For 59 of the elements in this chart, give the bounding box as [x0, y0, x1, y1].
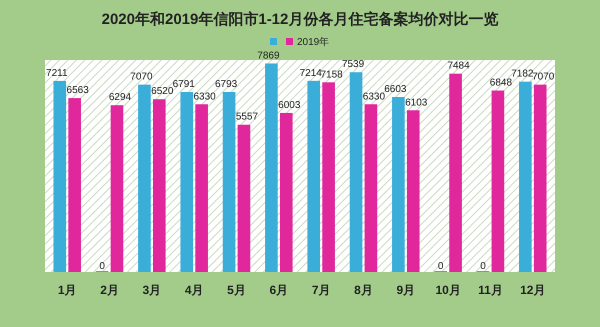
bar: [152, 99, 166, 272]
data-label: 7484: [447, 60, 470, 72]
bar: [406, 110, 420, 272]
bar: [350, 72, 362, 272]
data-label: 0: [480, 261, 486, 272]
bar: [322, 82, 335, 272]
x-tick-label: 2月: [100, 283, 119, 297]
bar: [195, 104, 208, 272]
data-label: 0: [438, 261, 444, 272]
bar: [280, 112, 293, 272]
bar: [68, 98, 81, 272]
x-tick-label: 10月: [435, 283, 461, 297]
data-label: 6848: [490, 78, 512, 89]
data-label: 7182: [511, 68, 534, 80]
data-label: 6003: [278, 100, 301, 111]
data-label: 5557: [236, 112, 259, 123]
data-label: 6294: [108, 92, 132, 104]
data-label: 6103: [405, 97, 428, 108]
x-tick-label: 6月: [269, 283, 288, 297]
x-tick-label: 4月: [184, 283, 204, 297]
data-label: 7869: [257, 50, 280, 62]
data-label: 6330: [194, 91, 216, 102]
x-tick-label: 9月: [396, 283, 416, 297]
data-label: 7214: [300, 68, 322, 79]
data-label: 6603: [384, 84, 407, 96]
x-tick-label: 7月: [312, 283, 331, 297]
legend-label: 2019年: [297, 36, 330, 48]
bar: [265, 63, 278, 272]
x-tick-label: 8月: [354, 283, 373, 297]
data-label: 6793: [214, 78, 238, 90]
data-label: 6791: [172, 79, 196, 90]
data-label: 7070: [130, 72, 153, 83]
bar: [307, 80, 320, 272]
x-tick-label: 11月: [478, 283, 503, 297]
bar: [110, 105, 124, 272]
bar: [222, 92, 236, 272]
bar: [138, 84, 151, 272]
bar: [519, 82, 532, 272]
x-tick-label: 12月: [520, 283, 546, 297]
bar: [392, 97, 405, 272]
x-tick-label: 3月: [142, 283, 162, 297]
bar: [180, 92, 194, 272]
bar: [364, 104, 378, 272]
bar: [534, 84, 547, 272]
data-label: 7211: [46, 68, 68, 79]
bar: [238, 124, 250, 272]
bar: [492, 90, 504, 272]
data-label: 6330: [362, 91, 386, 102]
data-label: 0: [99, 261, 106, 272]
data-label: 6563: [66, 85, 90, 96]
chart-title: 2020年和2019年信阳市1-12月份各月住宅备案均价对比一览: [102, 10, 498, 28]
x-tick-label: 5月: [227, 283, 246, 297]
bar: [53, 80, 66, 272]
bar: [449, 74, 462, 272]
data-label: 6520: [151, 86, 174, 98]
data-label: 7070: [532, 72, 555, 83]
data-label: 7158: [320, 69, 344, 80]
data-label: 7539: [342, 59, 365, 70]
x-tick-label: 1月: [58, 283, 77, 297]
